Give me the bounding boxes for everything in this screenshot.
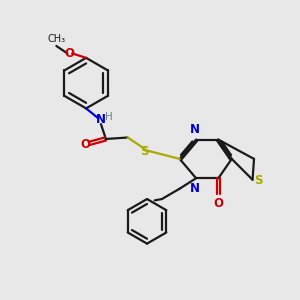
Text: N: N xyxy=(190,182,200,195)
Text: S: S xyxy=(255,174,263,187)
Text: CH₃: CH₃ xyxy=(47,34,65,44)
Text: O: O xyxy=(213,197,224,210)
Text: S: S xyxy=(140,145,148,158)
Text: O: O xyxy=(80,138,91,151)
Text: N: N xyxy=(190,123,200,136)
Text: H: H xyxy=(105,112,113,122)
Text: O: O xyxy=(65,47,75,60)
Text: N: N xyxy=(96,113,106,126)
